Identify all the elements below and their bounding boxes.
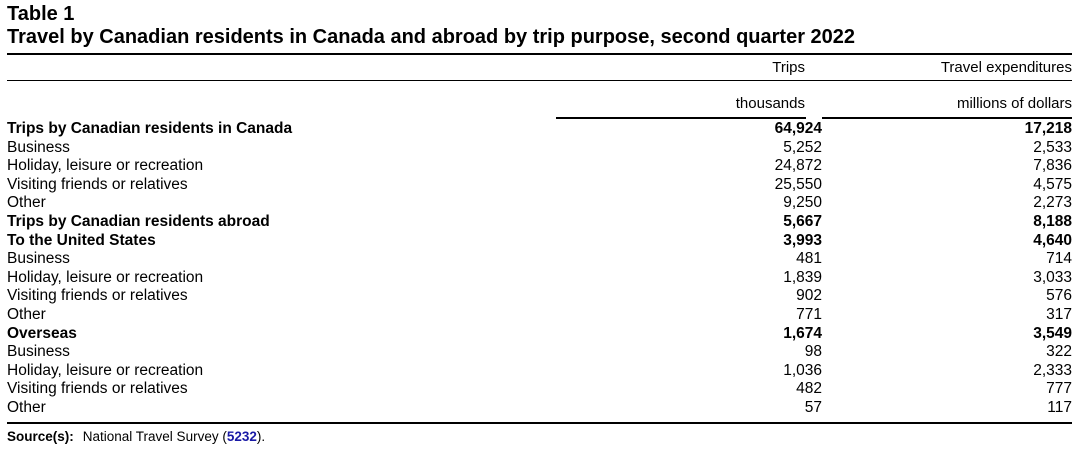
row-label: Trips by Canadian residents in Canada (7, 120, 293, 137)
table-row: Holiday, leisure or recreation 24,872 7,83… (7, 157, 1072, 176)
column-header-block: Trips Travel expenditures thousands mill… (7, 55, 1072, 119)
cell-expenditures: 3,033 (1033, 268, 1072, 286)
cell-expenditures: 322 (1046, 343, 1072, 361)
table-row: Business 98 322 (7, 343, 1072, 362)
cell-trips: 902 (796, 287, 822, 305)
cell-expenditures: 2,533 (1033, 138, 1072, 156)
table-row: Holiday, leisure or recreation 1,839 3,033 (7, 269, 1072, 288)
source-note: Source(s): National Travel Survey (5232). (7, 429, 1072, 444)
table-row: To the United States 3,993 4,640 (7, 232, 1072, 251)
table-row: Other 771 317 (7, 306, 1072, 325)
column-header-trips: Trips (772, 59, 805, 76)
cell-expenditures: 4,640 (1033, 231, 1072, 249)
cell-expenditures: 576 (1046, 287, 1072, 305)
table-row: Business 5,252 2,533 (7, 139, 1072, 158)
row-label: Visiting friends or relatives (7, 380, 188, 398)
cell-trips: 9,250 (783, 194, 822, 212)
cell-trips: 3,993 (783, 231, 822, 249)
cell-expenditures: 777 (1046, 380, 1072, 398)
table-label: Table 1 (7, 3, 75, 25)
cell-trips: 1,839 (783, 268, 822, 286)
row-label: Business (7, 343, 70, 361)
column-unit-expenditures: millions of dollars (956, 95, 1072, 112)
cell-expenditures: 2,333 (1033, 361, 1072, 379)
table-row: Trips by Canadian residents in Canada 64,… (7, 120, 1072, 139)
cell-expenditures: 4,575 (1033, 175, 1072, 193)
source-survey-link[interactable]: 5232 (226, 428, 257, 444)
cell-trips: 771 (796, 305, 822, 323)
cell-trips: 98 (804, 343, 822, 361)
source-text: National Travel Survey ( (82, 428, 227, 444)
cell-trips: 1,036 (783, 361, 822, 379)
row-label: Other (7, 194, 46, 212)
cell-expenditures: 714 (1046, 250, 1072, 268)
cell-expenditures: 317 (1046, 305, 1072, 323)
data-table: Trips by Canadian residents in Canada 64,… (7, 120, 1072, 418)
header-rule (7, 80, 1072, 81)
row-label: Business (7, 138, 70, 156)
table-row: Holiday, leisure or recreation 1,036 2,333 (7, 362, 1072, 381)
cell-expenditures: 117 (1047, 398, 1072, 416)
source-text-end: ). (256, 428, 266, 444)
table-row: Visiting friends or relatives 482 777 (7, 380, 1072, 399)
cell-expenditures: 3,549 (1033, 324, 1072, 342)
cell-trips: 1,674 (783, 324, 822, 342)
bottom-rule (7, 421, 1072, 424)
table-row: Trips by Canadian residents abroad 5,667 8… (7, 213, 1072, 232)
cell-trips: 5,667 (783, 212, 822, 230)
cell-expenditures: 2,273 (1033, 194, 1072, 212)
cell-trips: 481 (796, 250, 822, 268)
cell-trips: 482 (796, 380, 822, 398)
table-row: Other 57 117 (7, 399, 1072, 418)
table-row: Other 9,250 2,273 (7, 194, 1072, 213)
cell-expenditures: 7,836 (1033, 157, 1072, 175)
row-label: Holiday, leisure or recreation (7, 157, 204, 175)
table-row: Visiting friends or relatives 25,550 4,575 (7, 176, 1072, 195)
unit-rule-expenditures (822, 117, 1072, 119)
column-header-expenditures: Travel expenditures (940, 59, 1072, 76)
cell-trips: 25,550 (774, 175, 822, 193)
row-label: Holiday, leisure or recreation (7, 361, 204, 379)
table-row: Business 481 714 (7, 250, 1072, 269)
table-row: Overseas 1,674 3,549 (7, 325, 1072, 344)
cell-trips: 57 (804, 398, 822, 416)
row-label: Overseas (7, 324, 77, 342)
row-label: Business (7, 250, 70, 268)
table-document: Table 1 Travel by Canadian residents in … (7, 3, 1072, 444)
row-label: Holiday, leisure or recreation (7, 268, 204, 286)
cell-expenditures: 8,188 (1033, 212, 1072, 230)
row-label: Trips by Canadian residents abroad (7, 212, 270, 230)
cell-expenditures: 17,218 (1024, 120, 1072, 137)
cell-trips: 5,252 (783, 138, 822, 156)
row-label: Other (7, 305, 46, 323)
row-label: Visiting friends or relatives (7, 175, 188, 193)
row-label: Visiting friends or relatives (7, 287, 188, 305)
top-rule (7, 53, 1072, 55)
source-label: Source(s): (7, 428, 74, 444)
column-unit-trips: thousands (735, 95, 805, 112)
row-label: To the United States (7, 231, 156, 249)
table-row: Visiting friends or relatives 902 576 (7, 287, 1072, 306)
unit-rule-trips (556, 117, 806, 119)
cell-trips: 64,924 (774, 120, 822, 137)
table-body: Trips by Canadian residents in Canada 64,… (7, 120, 1072, 418)
cell-trips: 24,872 (774, 157, 822, 175)
row-label: Other (7, 398, 46, 416)
table-title: Travel by Canadian residents in Canada a… (7, 26, 856, 48)
